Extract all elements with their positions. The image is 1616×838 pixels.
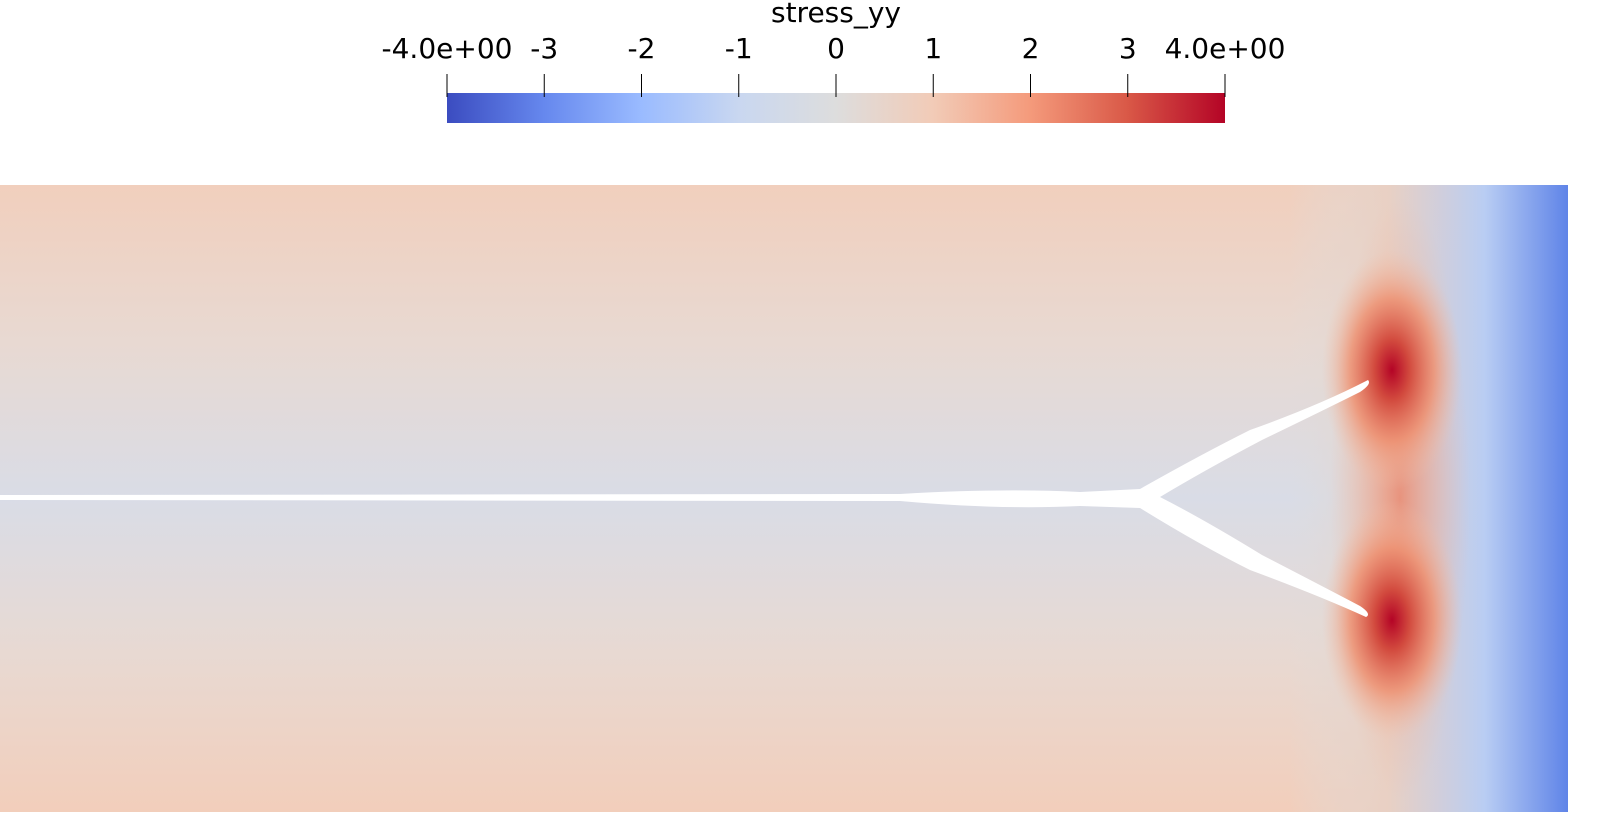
tick-label: -1 [725,32,753,65]
tick-label: -2 [628,32,656,65]
tick-label: 3 [1119,32,1137,65]
hotspot-top [1322,250,1462,490]
tick-label: 4.0e+00 [1165,32,1286,65]
tick-label: -4.0e+00 [382,32,513,65]
tick-label: -3 [530,32,558,65]
tick-label: 1 [924,32,942,65]
colorbar: stress_yy -4.0e+00 -3 -2 -1 0 1 2 3 4.0e+00 [382,0,1286,123]
tick-label: 0 [827,32,845,65]
colorbar-gradient [447,93,1225,123]
colorbar-title: stress_yy [771,0,901,29]
stress-field [0,185,1568,812]
crack [0,380,1369,617]
hotspot-bottom [1322,500,1462,740]
tick-label: 2 [1022,32,1040,65]
